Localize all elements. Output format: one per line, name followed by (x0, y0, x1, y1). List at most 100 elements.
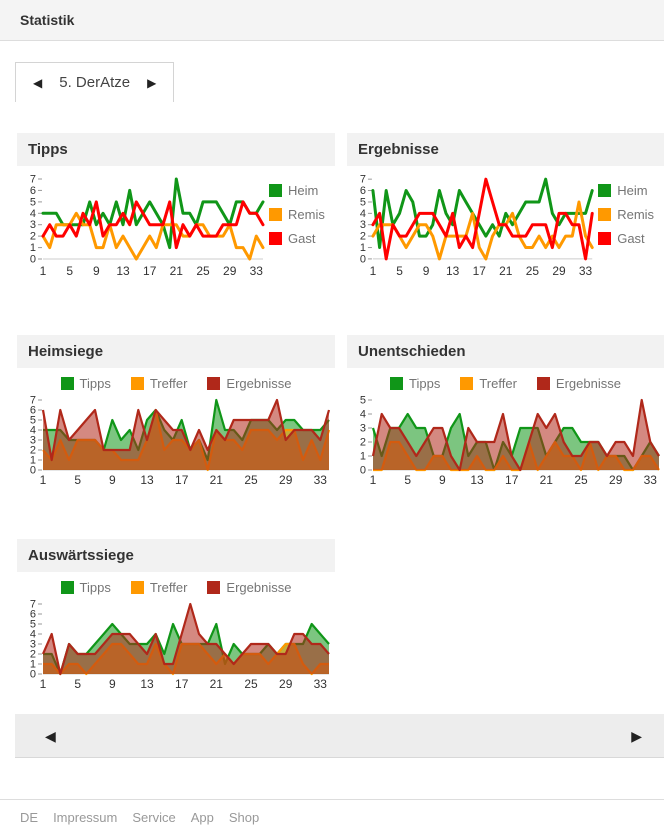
svg-text:1: 1 (30, 242, 36, 254)
svg-text:0: 0 (360, 465, 366, 477)
legend-label: Tipps (79, 376, 111, 391)
svg-text:1: 1 (360, 451, 366, 463)
legend-swatch-icon (130, 377, 144, 390)
pager-next-icon[interactable]: ▶ (631, 727, 642, 744)
legend-swatch-icon (460, 377, 474, 390)
svg-text:5: 5 (396, 264, 403, 278)
svg-text:33: 33 (644, 473, 658, 487)
pager-bar: ◀ ▶ (15, 714, 664, 758)
legend-swatch-icon (60, 377, 74, 390)
team-tab[interactable]: ◀ 5. DerAtze ▶ (15, 62, 175, 102)
svg-text:5: 5 (74, 677, 81, 691)
svg-text:13: 13 (470, 473, 484, 487)
legend-item-remis: Remis (269, 207, 335, 222)
footer-link-service[interactable]: Service (132, 810, 176, 825)
next-team-icon[interactable]: ▶ (147, 75, 157, 90)
svg-text:29: 29 (279, 473, 293, 487)
svg-text:5: 5 (30, 619, 36, 631)
legend-label: Heim (617, 183, 648, 198)
legend-label: Heim (288, 183, 319, 198)
svg-text:4: 4 (360, 208, 366, 220)
pager-prev-icon[interactable]: ◀ (45, 727, 56, 744)
legend-item-remis: Remis (598, 207, 664, 222)
svg-text:17: 17 (175, 473, 189, 487)
svg-text:33: 33 (314, 677, 328, 691)
footer-link-impressum[interactable]: Impressum (53, 810, 118, 825)
legend-item-tipps: Tipps (390, 375, 440, 392)
legend-swatch-icon (269, 184, 282, 197)
legend-item-ergebnisse: Ergebnisse (207, 375, 291, 392)
legend-swatch-icon (390, 377, 404, 390)
svg-text:2: 2 (30, 649, 36, 661)
svg-text:6: 6 (30, 185, 36, 197)
legend-item-treffer: Treffer (130, 579, 188, 596)
heimsiege-legend: Tipps Treffer Ergebnisse (17, 368, 335, 394)
legend-item-heim: Heim (269, 183, 335, 198)
legend-swatch-icon (269, 208, 282, 221)
svg-text:7: 7 (30, 599, 36, 611)
svg-text:9: 9 (423, 264, 430, 278)
legend-item-tipps: Tipps (60, 579, 111, 596)
legend-item-treffer: Treffer (130, 375, 188, 392)
svg-text:25: 25 (196, 264, 210, 278)
svg-text:4: 4 (30, 629, 36, 641)
legend-item-gast: Gast (269, 231, 335, 246)
svg-text:25: 25 (526, 264, 540, 278)
svg-text:3: 3 (30, 435, 36, 447)
svg-text:25: 25 (244, 473, 258, 487)
svg-text:1: 1 (30, 659, 36, 671)
legend-label: Treffer (149, 376, 188, 391)
svg-text:3: 3 (360, 423, 366, 435)
svg-text:17: 17 (473, 264, 487, 278)
legend-label: Tipps (79, 580, 111, 595)
svg-text:5: 5 (404, 473, 411, 487)
svg-text:25: 25 (574, 473, 588, 487)
legend-item-ergebnisse: Ergebnisse (536, 375, 621, 392)
page-header: Statistik (0, 0, 664, 41)
svg-text:13: 13 (116, 264, 130, 278)
svg-text:2: 2 (360, 231, 366, 243)
svg-text:5: 5 (360, 196, 366, 208)
svg-text:0: 0 (30, 254, 36, 266)
auswaertssiege-legend: Tipps Treffer Ergebnisse (17, 572, 335, 598)
svg-text:6: 6 (30, 405, 36, 417)
page-title: Statistik (20, 12, 75, 28)
svg-text:4: 4 (30, 425, 36, 437)
svg-text:1: 1 (40, 473, 47, 487)
svg-text:29: 29 (609, 473, 623, 487)
prev-team-icon[interactable]: ◀ (33, 75, 43, 90)
svg-text:1: 1 (370, 473, 377, 487)
legend-label: Ergebnisse (226, 580, 292, 595)
footer-link-app[interactable]: App (190, 810, 214, 825)
svg-text:2: 2 (360, 437, 366, 449)
footer-link-de[interactable]: DE (20, 810, 39, 825)
panel-tipps: Tipps 0 1 2 3 4 5 6 7 1 5 9 13 17 21 25 29 33 Heim Remis G… (17, 133, 335, 286)
chart-title-tipps: Tipps (17, 133, 335, 166)
svg-text:0: 0 (30, 669, 36, 681)
grid-spacer (347, 539, 664, 694)
legend-swatch-icon (598, 208, 612, 221)
legend-item-gast: Gast (598, 231, 664, 246)
footer-link-shop[interactable]: Shop (228, 810, 260, 825)
svg-text:13: 13 (140, 677, 154, 691)
ergebnisse-legend: Heim Remis Gast (598, 171, 664, 286)
svg-text:33: 33 (250, 264, 264, 278)
svg-text:2: 2 (30, 231, 36, 243)
legend-label: Treffer (149, 580, 188, 595)
svg-text:6: 6 (360, 185, 366, 197)
svg-text:21: 21 (499, 264, 513, 278)
svg-text:29: 29 (552, 264, 566, 278)
legend-label: Remis (617, 207, 655, 222)
svg-text:1: 1 (370, 264, 377, 278)
legend-swatch-icon (60, 581, 74, 594)
legend-label: Gast (288, 231, 316, 246)
svg-text:33: 33 (314, 473, 328, 487)
svg-text:9: 9 (93, 264, 100, 278)
